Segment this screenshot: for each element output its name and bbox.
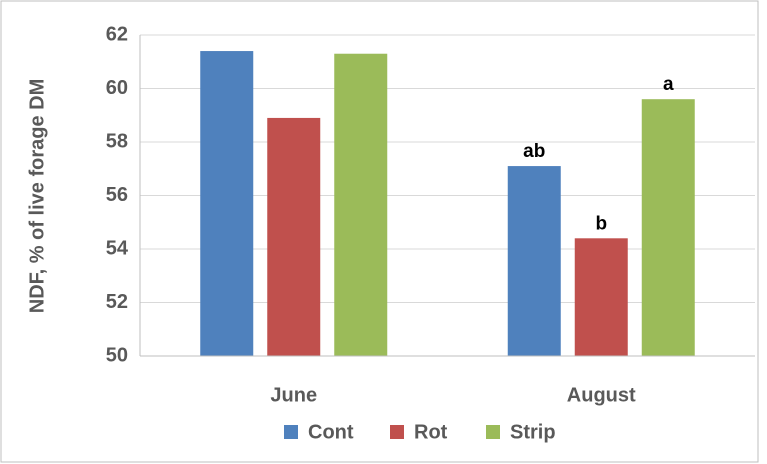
y-tick-label: 52: [106, 291, 128, 313]
bar: [574, 238, 628, 356]
legend-label: Cont: [308, 421, 354, 443]
y-tick-label: 54: [106, 237, 129, 259]
x-tick-label: August: [567, 384, 636, 406]
legend-label: Strip: [510, 421, 556, 443]
bar: [334, 53, 388, 356]
y-axis-label: NDF, % of live forage DM: [26, 79, 48, 313]
legend-swatch: [284, 425, 298, 439]
y-tick-label: 62: [106, 23, 128, 45]
x-tick-label: June: [270, 384, 317, 406]
bar: [267, 117, 321, 356]
data-label: a: [663, 74, 674, 95]
data-label: ab: [523, 141, 545, 162]
data-label: b: [595, 213, 607, 234]
legend-label: Rot: [414, 421, 448, 443]
y-tick-label: 60: [106, 77, 128, 99]
bar: [507, 166, 561, 356]
y-tick-label: 58: [106, 130, 128, 152]
legend-swatch: [390, 425, 404, 439]
bar: [200, 51, 254, 357]
y-tick-label: 56: [106, 184, 128, 206]
y-tick-label: 50: [106, 344, 128, 366]
bar: [641, 99, 695, 356]
legend-swatch: [486, 425, 500, 439]
